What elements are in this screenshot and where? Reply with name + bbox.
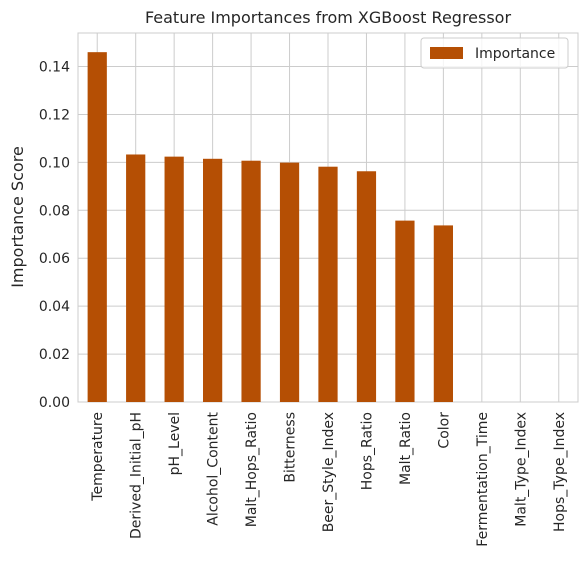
bar-temperature (87, 52, 107, 403)
legend-swatch-importance (430, 47, 463, 59)
bar-derived-initial-ph (126, 154, 146, 402)
x-tick-label: Hops_Type_Index (552, 412, 568, 532)
bar-color (433, 225, 453, 402)
x-tick-label: Derived_Initial_pH (129, 412, 145, 539)
y-tick-label: 0.02 (39, 347, 70, 363)
x-tick-label: Bitterness (283, 412, 299, 483)
legend: Importance (420, 37, 569, 69)
bars (87, 52, 453, 403)
legend-label-importance: Importance (475, 46, 555, 62)
x-tick-label: pH_Level (167, 412, 183, 475)
x-tick-label: Alcohol_Content (206, 412, 222, 526)
y-tick-label: 0.04 (39, 299, 70, 315)
y-tick-label: 0.00 (39, 395, 70, 411)
y-tick-label: 0.06 (39, 251, 70, 267)
x-tick-label: Hops_Ratio (359, 412, 375, 490)
chart-title: Feature Importances from XGBoost Regress… (145, 8, 512, 27)
bar-bitterness (279, 162, 300, 402)
bar-beer-style-index (318, 166, 338, 402)
y-tick-labels: 0.00 0.02 0.04 0.06 0.08 0.10 0.12 0.14 (39, 60, 70, 411)
x-tick-label: Malt_Type_Index (513, 412, 529, 527)
x-tick-label: Malt_Hops_Ratio (244, 412, 260, 527)
bar-alcohol-content (203, 158, 223, 402)
x-tick-label: Temperature (90, 412, 106, 502)
legend-frame (420, 37, 569, 69)
bar-malt-hops-ratio (241, 160, 261, 402)
x-tick-label: Beer_Style_Index (321, 412, 337, 532)
x-tick-label: Malt_Ratio (398, 412, 414, 485)
y-tick-label: 0.10 (39, 155, 70, 171)
bar-ph-level (164, 156, 184, 402)
y-tick-label: 0.08 (39, 203, 70, 219)
y-tick-label: 0.12 (39, 107, 70, 123)
y-axis-title: Importance Score (8, 146, 27, 288)
x-tick-label: Fermentation_Time (475, 412, 491, 547)
y-tick-label: 0.14 (39, 60, 70, 76)
bar-hops-ratio (356, 171, 377, 402)
x-tick-labels: Temperature Derived_Initial_pH pH_Level Alc… (90, 412, 568, 547)
x-tick-label: Color (436, 412, 452, 449)
bar-malt-ratio (395, 220, 415, 402)
